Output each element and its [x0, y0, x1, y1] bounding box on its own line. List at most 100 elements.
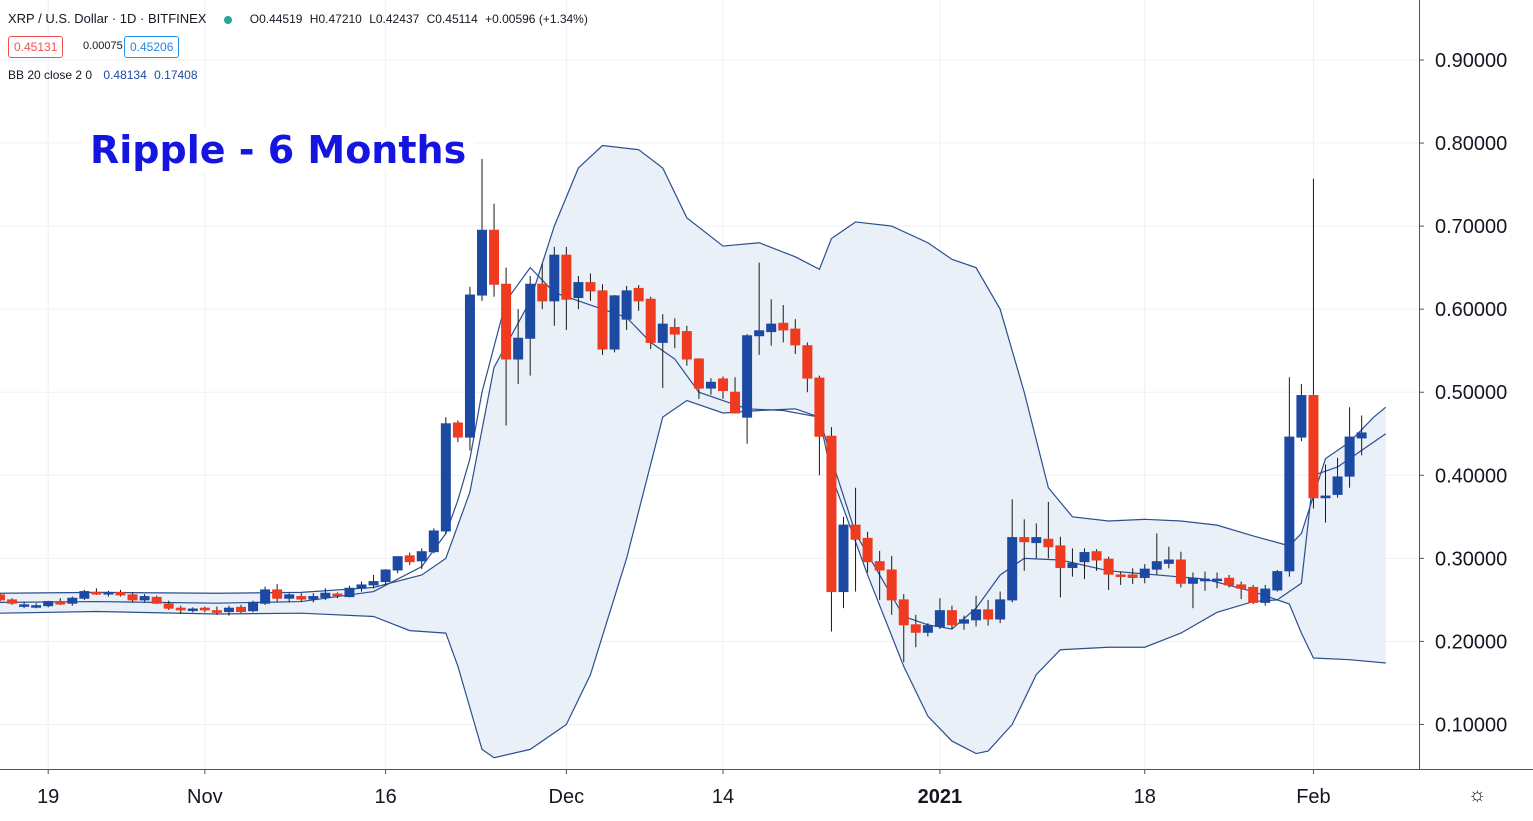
candle-body — [1103, 558, 1114, 575]
candle-body — [1296, 395, 1307, 438]
bollinger-lower-line — [0, 399, 1386, 759]
time-tick-label: 18 — [1134, 786, 1156, 808]
candle-body — [489, 229, 500, 285]
candle-body — [525, 283, 536, 339]
candle-body — [332, 593, 343, 597]
candle-body — [549, 254, 560, 302]
candle-body — [103, 591, 114, 595]
candle-body — [1163, 559, 1174, 564]
candle-body — [1091, 551, 1102, 561]
candle-body — [284, 594, 295, 599]
candle-body — [1139, 568, 1150, 578]
time-tick-label: Dec — [549, 786, 585, 808]
candle-body — [1031, 537, 1042, 544]
candle-body — [344, 587, 355, 598]
sell-price-button[interactable]: 0.45131 — [8, 36, 64, 58]
candle-body — [1332, 476, 1343, 495]
candle-body — [573, 282, 584, 299]
candle-body — [633, 287, 644, 302]
candle-body — [368, 581, 379, 586]
chart-title: Ripple - 6 Months — [82, 128, 475, 172]
candle-body — [115, 591, 126, 596]
candle-body — [428, 530, 439, 553]
candle-body — [609, 295, 620, 350]
candle-body — [1212, 578, 1223, 582]
price-tick-label: 0.80000 — [1435, 133, 1507, 155]
price-tick-label: 0.10000 — [1435, 714, 1507, 736]
candle-body — [1236, 584, 1247, 589]
candle-body — [127, 594, 138, 601]
candle-body — [850, 524, 861, 540]
price-tick-label: 0.70000 — [1435, 216, 1507, 238]
bollinger-upper-line — [0, 144, 1387, 594]
candle-body — [742, 335, 753, 418]
candle-body — [356, 584, 367, 589]
candle-body — [1344, 436, 1355, 477]
symbol-name[interactable]: XRP / U.S. Dollar — [8, 11, 109, 26]
candle-body — [597, 290, 608, 350]
candle-body — [513, 337, 524, 360]
candle-body — [910, 624, 921, 633]
candle-body — [392, 556, 403, 571]
candle-body — [308, 596, 319, 600]
candle-body — [862, 537, 873, 563]
candle-body — [669, 326, 680, 335]
candle-body — [296, 596, 307, 600]
candle-body — [585, 282, 596, 292]
candle-body — [199, 607, 210, 611]
bollinger-upper-value: 0.48134 — [103, 68, 147, 82]
candle-body — [1175, 559, 1186, 584]
bollinger-label: BB 20 close 2 0 — [8, 68, 93, 82]
candle-body — [778, 322, 789, 331]
candle-body — [79, 591, 90, 599]
candle-body — [1043, 538, 1054, 548]
candle-body — [730, 391, 741, 414]
time-tick-label: 14 — [712, 786, 734, 808]
candle-body — [1151, 561, 1162, 570]
candle-body — [959, 619, 969, 624]
price-scale-background — [1419, 0, 1533, 821]
candle-body — [260, 589, 271, 604]
candle-body — [187, 608, 198, 612]
price-tick-label: 0.50000 — [1435, 382, 1507, 404]
candle-body — [537, 283, 548, 302]
candle-body — [1007, 537, 1018, 601]
candle-body — [1115, 574, 1126, 577]
candle-body — [416, 551, 427, 562]
price-tick-label: 0.40000 — [1435, 465, 1507, 487]
bollinger-legend[interactable]: BB 20 close 2 0 0.48134 0.17408 — [8, 68, 198, 82]
settings-gear-icon[interactable]: ☼ — [1468, 784, 1487, 806]
candle-body — [1308, 395, 1319, 499]
candle-body — [91, 591, 102, 595]
candle-body — [681, 331, 692, 360]
candle-body — [754, 330, 765, 337]
candle-body — [1019, 537, 1030, 543]
candle-body — [971, 609, 982, 621]
candle-body — [898, 599, 909, 626]
candle-body — [43, 601, 54, 607]
candle-body — [995, 599, 1006, 620]
interval-label[interactable]: 1D — [119, 11, 137, 26]
candle-body — [693, 358, 704, 389]
candle-body — [272, 589, 283, 599]
candle-body — [223, 607, 234, 613]
candle-body — [464, 294, 475, 438]
candle-body — [1284, 436, 1295, 572]
candle-body — [1067, 562, 1078, 568]
market-status-icon — [224, 15, 233, 24]
candle-body — [248, 601, 259, 612]
time-tick-label: 16 — [374, 786, 396, 808]
candle-body — [705, 381, 716, 389]
candle-body — [139, 596, 150, 601]
candle-body — [657, 323, 668, 343]
candle-body — [236, 606, 246, 613]
buy-price-button[interactable]: 0.45206 — [124, 36, 180, 58]
candle-body — [452, 422, 463, 438]
candle-body — [922, 625, 933, 633]
candle-body — [561, 254, 572, 300]
candle-body — [1055, 545, 1066, 568]
price-tick-label: 0.60000 — [1435, 299, 1507, 321]
candle-body — [1079, 552, 1090, 563]
candle-body — [501, 283, 512, 360]
